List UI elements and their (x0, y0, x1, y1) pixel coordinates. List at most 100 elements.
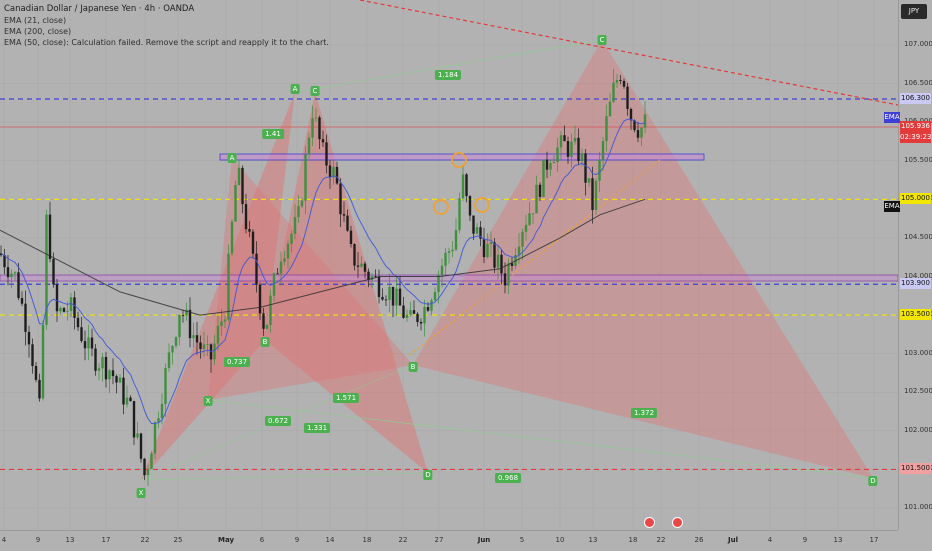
ema-21-legend[interactable]: EMA (21, close) (4, 16, 67, 25)
candle-body (545, 159, 549, 170)
ema-21-line (0, 118, 646, 425)
pivot-circle-3 (474, 197, 490, 213)
candle-body (437, 275, 440, 293)
candle-body (10, 273, 13, 278)
candle-body (524, 224, 528, 232)
candle-body (363, 263, 367, 272)
candle-body (45, 214, 48, 325)
time-tick: Jun (477, 536, 491, 544)
candle-body (150, 453, 153, 469)
candle-body (0, 253, 3, 256)
candle-body (269, 295, 272, 325)
candle-body (482, 238, 486, 258)
candle-body (17, 272, 20, 299)
point-x1: X (136, 488, 146, 498)
candle-body (62, 308, 66, 312)
candle-body (223, 319, 227, 322)
ratio-label: 1.41 (262, 129, 284, 139)
candle-body (521, 231, 524, 247)
currency-button[interactable]: JPY (901, 4, 927, 19)
candle-body (297, 206, 300, 218)
point-d2: D (868, 476, 878, 486)
candle-body (591, 178, 594, 210)
candle-body (255, 253, 258, 285)
candle-body (307, 137, 311, 155)
candle-body (384, 299, 388, 301)
candle-body (552, 161, 556, 164)
candle-body (143, 458, 146, 476)
event-flag-icon[interactable] (644, 517, 655, 528)
candle-body (80, 327, 83, 342)
candle-body (199, 342, 202, 349)
candle-body (395, 288, 398, 306)
candle-body (517, 246, 521, 256)
candle-body (293, 217, 297, 234)
candle-body (129, 397, 132, 402)
candle-body (353, 244, 356, 266)
candle-body (601, 141, 605, 160)
candle-body (440, 265, 444, 276)
downtrend-line (359, 0, 898, 106)
candle-body (258, 284, 262, 314)
candle-body (272, 273, 276, 296)
candle-body (444, 252, 447, 266)
ema-200-legend[interactable]: EMA (200, close) (4, 27, 72, 36)
candle-body (108, 370, 111, 380)
candle-body (202, 344, 206, 349)
time-tick: 22 (140, 536, 150, 544)
candle-body (213, 343, 216, 360)
canada-flag-icon[interactable] (672, 517, 683, 528)
candle-body (90, 337, 94, 349)
candle-body (34, 365, 38, 380)
candle-body (335, 166, 339, 184)
candle-body (402, 305, 405, 318)
candle-body (3, 255, 6, 268)
ratio-label: 0.968 (494, 473, 522, 483)
pattern-mid-xab (208, 158, 413, 400)
level-price-tag: 103.900 (900, 278, 931, 290)
candle-body (598, 159, 601, 181)
pattern-ac-line (294, 39, 603, 93)
candle-body (101, 356, 104, 369)
candle-body (633, 120, 636, 131)
candle-body (178, 314, 181, 338)
candle-body (587, 178, 591, 183)
candle-body (192, 335, 195, 339)
current-price-tag: 105.936 (900, 120, 931, 132)
support-zone (0, 274, 898, 282)
candle-body (248, 229, 251, 232)
candle-body (500, 254, 503, 274)
candle-body (486, 244, 489, 258)
candle-body (388, 286, 391, 300)
time-tick: 4 (767, 536, 773, 544)
ema-50-legend[interactable]: EMA (50, close): Calculation failed. Rem… (4, 38, 329, 47)
harmonic-patterns (140, 39, 874, 481)
ratio-label: 1.331 (303, 423, 331, 433)
price-axis[interactable]: 101.000 101.500 102.000 102.500 103.000 103.5… (884, 0, 932, 530)
candle-body (549, 163, 552, 170)
symbol-title[interactable]: Canadian Dollar / Japanese Yen · 4h · OA… (4, 4, 195, 14)
candle-body (76, 317, 80, 328)
candle-body (31, 344, 34, 366)
candle-body (507, 263, 510, 286)
ratio-label: 0.672 (264, 416, 292, 426)
candle-body (629, 108, 633, 121)
price-chart[interactable] (0, 0, 898, 530)
candle-body (461, 174, 465, 199)
candle-body (157, 418, 160, 423)
ema-tag: EMA (884, 112, 900, 124)
candle-body (559, 135, 563, 148)
candle-body (265, 324, 269, 329)
time-tick: 13 (833, 536, 843, 544)
chart-legend: Canadian Dollar / Japanese Yen · 4h · OA… (4, 4, 329, 48)
time-axis[interactable]: 4 9 13 17 22 25 May 6 9 14 18 22 27 Jun 5 10 13 18 22 26 Jul… (0, 530, 898, 551)
candle-body (276, 273, 279, 275)
point-x2: X (203, 396, 213, 406)
candle-body (580, 153, 584, 162)
time-tick: 13 (65, 536, 75, 544)
candle-body (447, 251, 451, 253)
candle-body (566, 141, 570, 157)
candle-body (493, 242, 496, 268)
candle-body (570, 141, 573, 157)
candle-body (87, 337, 90, 349)
